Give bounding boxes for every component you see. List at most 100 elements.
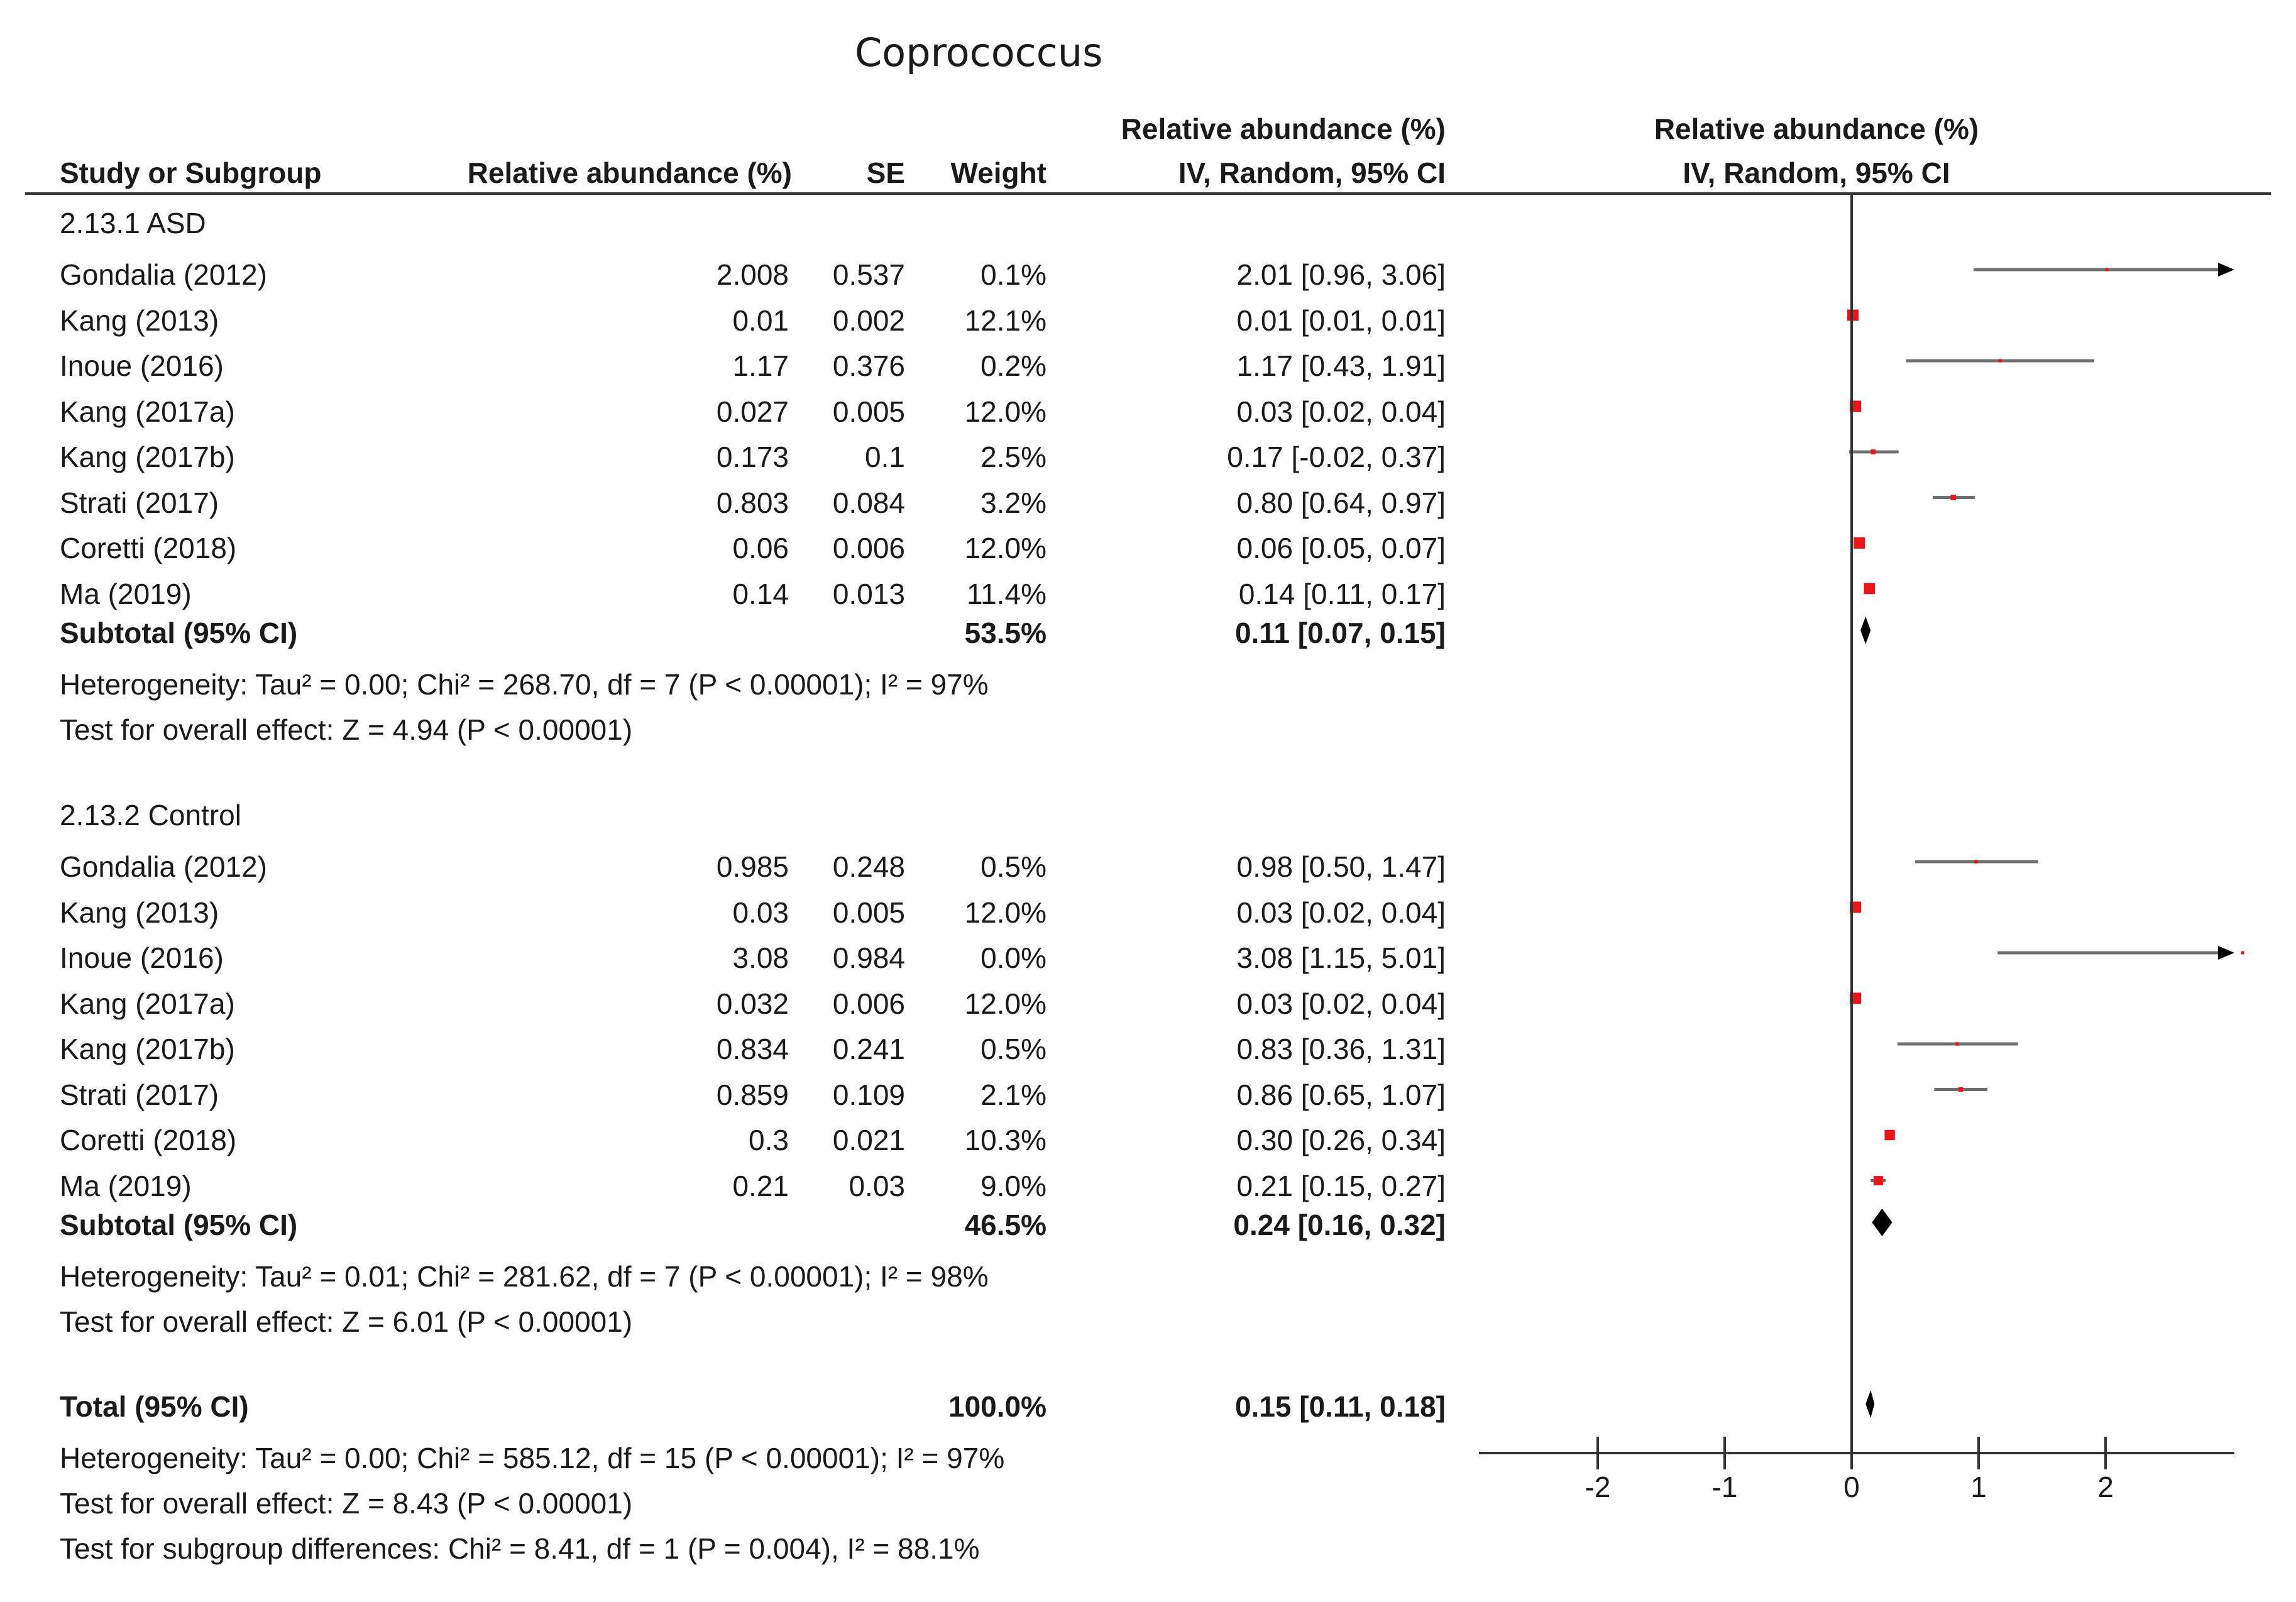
point-estimate-g0-s4	[1870, 449, 1876, 454]
header-weight: Weight	[950, 156, 1046, 189]
study-abundance: 0.032	[716, 987, 789, 1020]
x-tick-label: -1	[1712, 1471, 1738, 1503]
ci-arrow-g1-s2	[2218, 946, 2234, 960]
study-abundance: 0.01	[732, 304, 789, 337]
study-ci: 0.01 [0.01, 0.01]	[1236, 304, 1446, 337]
point-estimate-g0-s2	[1998, 359, 2002, 363]
study-name: Coretti (2018)	[60, 1124, 237, 1156]
header-effect-top: Relative abundance (%)	[1121, 112, 1446, 145]
study-name: Strati (2017)	[60, 1078, 219, 1111]
study-abundance: 3.08	[732, 941, 789, 974]
study-weight: 0.5%	[980, 850, 1046, 883]
study-name: Inoue (2016)	[60, 349, 224, 382]
subtotal-weight: 46.5%	[964, 1209, 1046, 1241]
point-estimate-g1-s0	[1974, 860, 1978, 864]
study-name: Kang (2013)	[60, 896, 219, 929]
study-se: 0.013	[832, 577, 905, 610]
point-estimate-g1-s6	[1884, 1129, 1895, 1141]
study-weight: 12.0%	[964, 532, 1046, 564]
study-abundance: 0.3	[749, 1124, 789, 1156]
header-se: SE	[866, 156, 905, 189]
study-abundance: 0.985	[716, 850, 789, 883]
study-abundance: 0.21	[732, 1169, 789, 1202]
study-se: 0.006	[832, 532, 905, 564]
group-label: 2.13.1 ASD	[60, 207, 206, 239]
study-weight: 0.5%	[980, 1033, 1046, 1065]
study-se: 0.03	[849, 1169, 905, 1202]
study-abundance: 0.859	[716, 1078, 789, 1111]
study-se: 0.1	[865, 441, 905, 473]
subtotal-diamond-g0	[1860, 617, 1871, 644]
study-ci: 0.98 [0.50, 1.47]	[1236, 850, 1446, 883]
study-weight: 12.1%	[964, 304, 1046, 337]
ci-arrow-g0-s0	[2218, 263, 2234, 277]
study-ci: 0.06 [0.05, 0.07]	[1236, 532, 1446, 564]
study-name: Kang (2017a)	[60, 987, 235, 1020]
point-estimate-g1-s7	[1873, 1176, 1883, 1185]
overall-effect-text: Test for overall effect: Z = 4.94 (P < 0…	[60, 713, 633, 746]
study-abundance: 0.03	[732, 896, 789, 929]
study-se: 0.984	[832, 941, 905, 974]
study-abundance: 0.803	[716, 486, 789, 519]
study-ci: 3.08 [1.15, 5.01]	[1236, 941, 1446, 974]
study-se: 0.376	[832, 349, 905, 382]
study-ci: 0.03 [0.02, 0.04]	[1236, 395, 1446, 428]
study-se: 0.005	[832, 896, 905, 929]
study-name: Kang (2017b)	[60, 441, 235, 473]
study-weight: 10.3%	[964, 1124, 1046, 1156]
subtotal-diamond-g1	[1872, 1209, 1892, 1236]
header-study: Study or Subgroup	[60, 156, 322, 189]
total-label: Total (95% CI)	[60, 1390, 249, 1423]
chart-title: Coprococcus	[855, 30, 1103, 75]
study-name: Inoue (2016)	[60, 941, 224, 974]
x-tick-label: -2	[1585, 1471, 1611, 1503]
header-abundance: Relative abundance (%)	[467, 156, 792, 189]
study-weight: 0.0%	[980, 941, 1046, 974]
study-name: Kang (2017a)	[60, 395, 235, 428]
point-estimate-g1-s4	[1955, 1042, 1959, 1046]
study-abundance: 2.008	[716, 258, 789, 291]
header-divider	[25, 192, 2271, 195]
study-ci: 0.14 [0.11, 0.17]	[1238, 577, 1446, 610]
heterogeneity-text: Heterogeneity: Tau² = 0.00; Chi² = 268.7…	[60, 668, 989, 701]
total-diamond	[1865, 1390, 1875, 1418]
study-abundance: 0.834	[716, 1033, 789, 1065]
study-ci: 0.86 [0.65, 1.07]	[1236, 1078, 1446, 1111]
overall-effect-text: Test for overall effect: Z = 6.01 (P < 0…	[60, 1305, 633, 1338]
point-estimate-g1-s5	[1958, 1087, 1964, 1092]
study-weight: 0.2%	[980, 349, 1046, 382]
study-ci: 0.30 [0.26, 0.34]	[1236, 1124, 1446, 1156]
heterogeneity-text: Heterogeneity: Tau² = 0.01; Chi² = 281.6…	[60, 1260, 989, 1293]
study-abundance: 0.14	[732, 577, 789, 610]
study-ci: 0.21 [0.15, 0.27]	[1236, 1169, 1446, 1202]
study-weight: 2.5%	[980, 441, 1046, 473]
study-abundance: 0.06	[732, 532, 789, 564]
study-name: Gondalia (2012)	[60, 258, 267, 291]
point-estimate-g0-s1	[1847, 309, 1859, 321]
study-abundance: 0.027	[716, 395, 789, 428]
x-tick-label: 0	[1843, 1471, 1860, 1503]
study-se: 0.109	[832, 1078, 905, 1111]
study-weight: 0.1%	[980, 258, 1046, 291]
study-weight: 11.4%	[966, 577, 1046, 610]
point-estimate-g0-s6	[1854, 537, 1865, 549]
study-abundance: 0.173	[716, 441, 789, 473]
study-name: Ma (2019)	[60, 1169, 192, 1202]
study-name: Coretti (2018)	[60, 532, 237, 564]
study-ci: 0.03 [0.02, 0.04]	[1236, 896, 1446, 929]
total-ci: 0.15 [0.11, 0.18]	[1234, 1390, 1446, 1423]
subtotal-weight: 53.5%	[964, 617, 1046, 649]
study-se: 0.084	[832, 486, 905, 519]
point-estimate-g0-s0	[2105, 268, 2109, 272]
total-heterogeneity-text: Heterogeneity: Tau² = 0.00; Chi² = 585.1…	[60, 1442, 1005, 1474]
subtotal-label: Subtotal (95% CI)	[60, 617, 298, 649]
study-abundance: 1.17	[732, 349, 789, 382]
study-se: 0.021	[832, 1124, 905, 1156]
subtotal-label: Subtotal (95% CI)	[60, 1209, 298, 1241]
study-ci: 0.83 [0.36, 1.31]	[1236, 1033, 1446, 1065]
header-effect-bottom: IV, Random, 95% CI	[1178, 156, 1446, 189]
study-se: 0.005	[832, 395, 905, 428]
study-name: Gondalia (2012)	[60, 850, 267, 883]
study-se: 0.002	[832, 304, 905, 337]
group-label: 2.13.2 Control	[60, 799, 241, 831]
